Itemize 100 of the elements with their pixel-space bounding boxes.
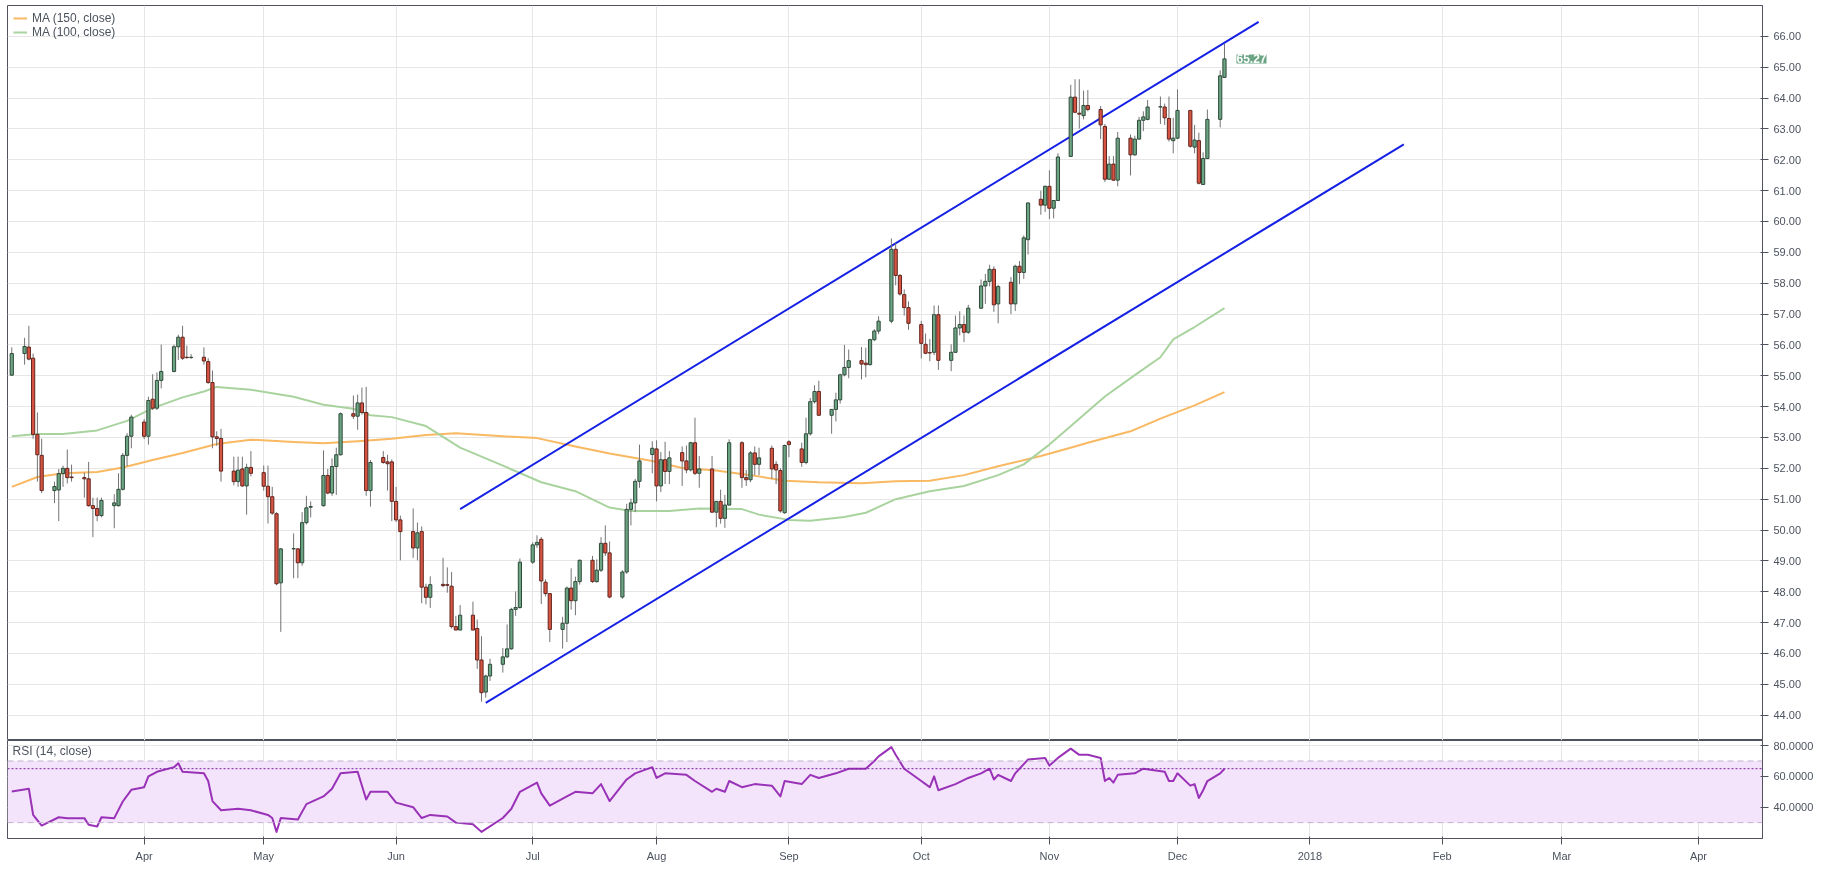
candlestick [248,450,253,477]
candlestick [816,380,821,417]
candlestick [1072,78,1078,114]
candlestick [440,557,446,588]
candlestick [9,346,14,377]
y-tick-label: 59.00 [1773,246,1802,259]
line-series [10,391,1226,488]
candlestick [569,567,574,611]
y-tick-label: 52.00 [1773,462,1802,475]
candlestick [458,604,463,631]
y-tick-label: 49.00 [1773,554,1802,567]
annotation: 65.27 [1236,52,1267,67]
candlestick [1111,155,1116,182]
candlestick [680,445,685,487]
candlestick [1077,78,1082,130]
x-tick-label: Mar [1552,849,1572,862]
candlestick [295,547,300,579]
candlestick [1085,89,1090,112]
y-tick-label: 40.0000 [1773,801,1814,814]
x-tick-label: Jun [387,849,405,862]
candlestick [1128,133,1133,177]
candlestick [142,418,147,440]
y-tick-label: 58.00 [1773,277,1802,290]
candlestick [411,507,416,559]
candlestick [769,445,774,480]
legend-label: MA (100, close) [32,25,116,39]
candlestick [1017,260,1022,285]
candlestick [650,440,655,474]
line-series [10,307,1226,522]
candlestick [1038,190,1043,216]
y-tick-label: 66.00 [1773,30,1802,43]
candlestick [799,442,804,468]
candlestick [1107,155,1112,181]
candlestick [351,395,356,420]
candlestick [697,455,702,489]
candlestick [500,647,505,674]
candlestick [291,532,296,579]
x-tick-label: 2018 [1297,849,1323,862]
candlestick [415,522,420,561]
candlestick [786,439,792,458]
y-tick-label: 62.00 [1773,153,1802,166]
y-tick-label: 57.00 [1773,308,1802,321]
candlestick [60,465,66,488]
chart-title: RSI (14, close) [12,743,92,758]
x-tick-label: May [253,849,275,862]
x-tick-label: Feb [1432,849,1452,862]
y-tick-label: 61.00 [1773,184,1802,197]
y-tick-label: 80.0000 [1773,739,1814,752]
y-tick-label: 63.00 [1773,122,1802,135]
y-tick-label: 60.00 [1773,215,1802,228]
y-tick-label: 60.0000 [1773,770,1814,783]
candlestick [265,465,271,525]
candlestick [22,337,27,366]
candlestick [1047,169,1052,220]
x-tick-label: Apr [135,849,154,862]
candlestick [590,555,595,584]
candlestick [428,575,433,609]
legend-label: MA (150, close) [32,11,116,25]
candlestick [56,468,61,522]
candlestick [752,445,757,476]
x-tick-label: Jul [525,849,540,862]
x-tick-label: Sep [779,849,799,862]
candlestick [919,320,924,359]
y-tick-label: 46.00 [1773,647,1802,660]
line-series [10,746,1226,833]
candlestick [714,500,719,528]
x-tick-label: Apr [1689,849,1708,862]
x-tick-label: Oct [912,849,930,862]
x-tick-label: Aug [646,849,667,862]
candlestick [180,325,185,361]
y-tick-label: 55.00 [1773,369,1802,382]
candlestick [189,353,194,360]
y-tick-label: 51.00 [1773,493,1802,506]
candlestick [112,493,117,529]
candlestick [231,456,236,486]
candlestick [1166,96,1172,143]
y-tick-label: 65.00 [1773,61,1802,74]
y-tick-label: 47.00 [1773,616,1802,629]
candlestick [859,346,864,380]
candlestick [99,497,104,518]
y-tick-label: 64.00 [1773,92,1802,105]
candlestick [978,279,984,310]
candlestick [1192,124,1197,154]
candlestick [756,447,762,476]
x-tick-label: Dec [1167,849,1188,862]
candlestick [65,449,70,484]
y-tick-label: 53.00 [1773,431,1802,444]
y-tick-label: 56.00 [1773,338,1802,351]
y-tick-label: 48.00 [1773,585,1802,598]
y-tick-label: 54.00 [1773,400,1802,413]
y-tick-label: 44.00 [1773,709,1802,722]
candlestick [1008,276,1014,315]
candlestick [863,347,868,378]
candlestick [996,284,1001,324]
y-tick-label: 50.00 [1773,524,1802,537]
y-tick-label: 45.00 [1773,678,1802,691]
candlestick [235,456,241,488]
candlestick [1043,184,1048,213]
candlestick [718,489,723,525]
candlestick [846,349,851,379]
